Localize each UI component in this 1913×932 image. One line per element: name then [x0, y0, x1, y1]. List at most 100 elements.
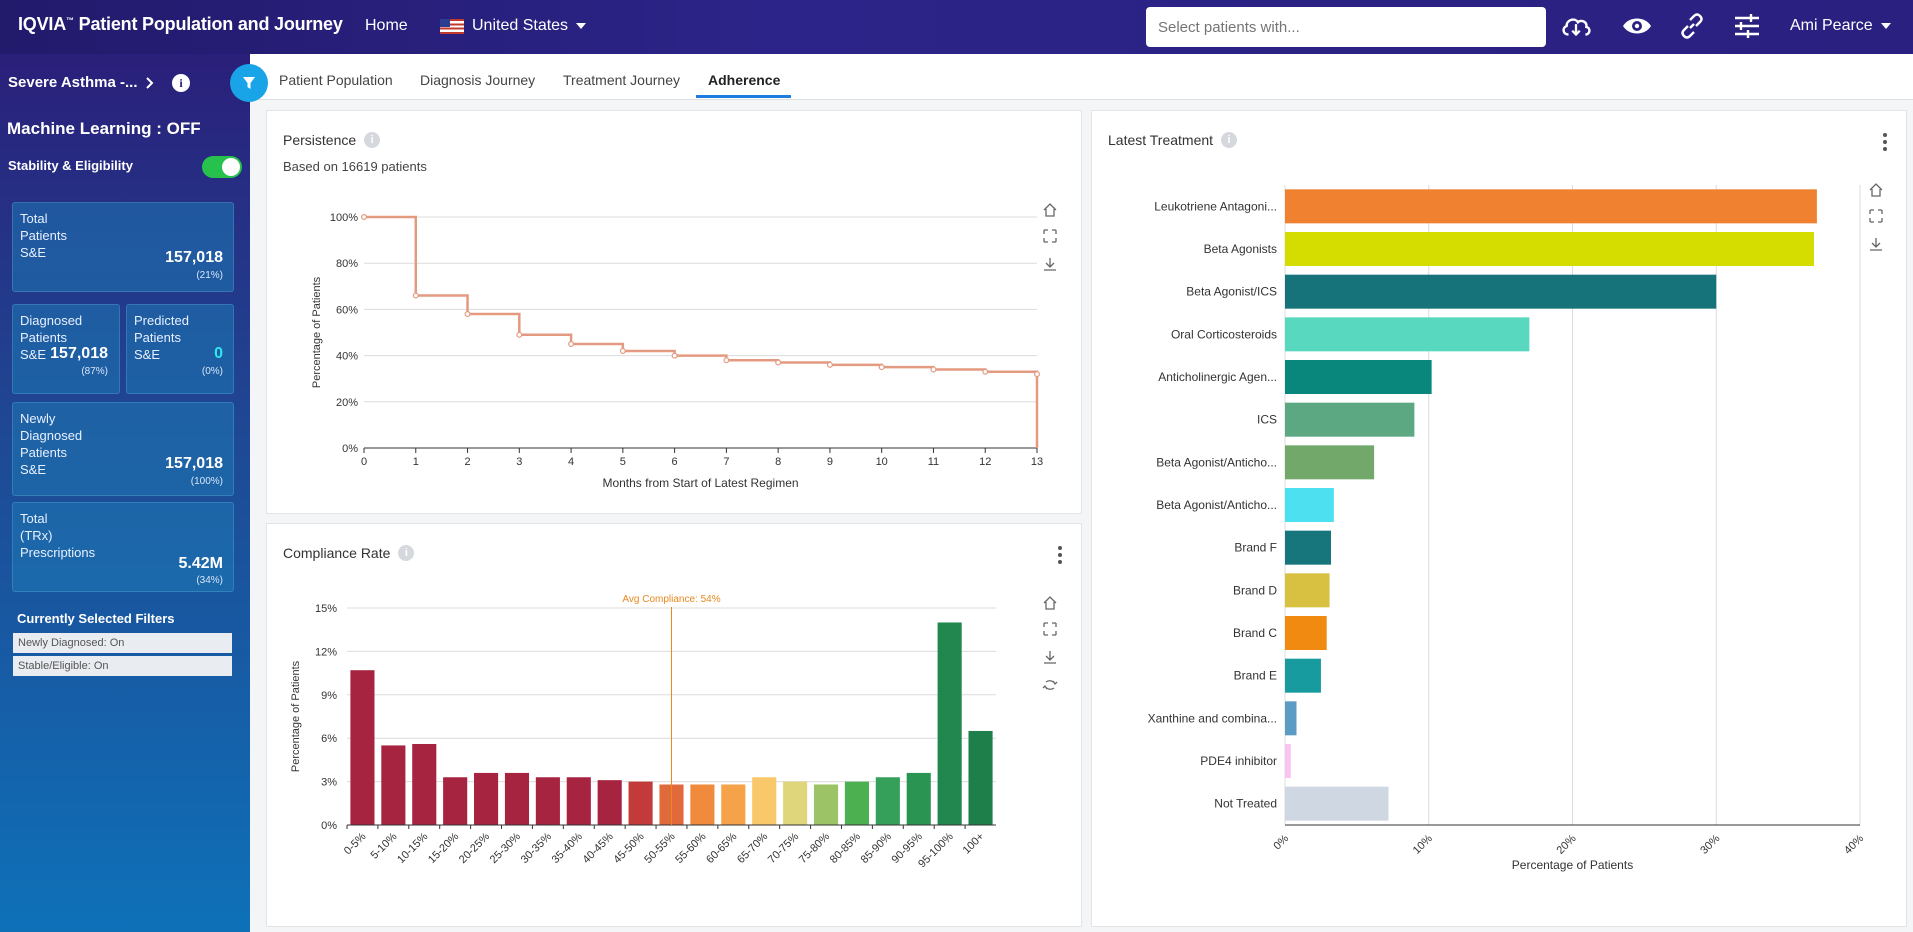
x-tick-label: 10%	[1411, 832, 1435, 856]
user-menu[interactable]: Ami Pearce	[1790, 17, 1891, 35]
y-tick-label: 100%	[330, 212, 358, 224]
info-icon[interactable]: i	[398, 545, 415, 561]
x-axis-label: Percentage of Patients	[1512, 858, 1633, 872]
eye-icon[interactable]	[1621, 12, 1653, 40]
cloud-download-icon[interactable]	[1560, 12, 1592, 40]
sliders-icon[interactable]	[1731, 12, 1763, 40]
bar	[752, 777, 777, 825]
card-value: 5.42M	[178, 555, 223, 572]
avg-compliance-label: Avg Compliance: 54%	[622, 594, 720, 605]
newly-diagnosed-card[interactable]: Newly Diagnosed Patients S&E 157,018 (10…	[12, 402, 234, 496]
data-point	[723, 357, 730, 364]
brand-trademark: ™	[66, 16, 74, 25]
bar	[844, 781, 869, 825]
card-percent: (100%)	[190, 476, 223, 487]
funnel-icon	[243, 77, 255, 89]
y-category-label: Beta Agonists	[1204, 242, 1277, 256]
y-tick-label: 0%	[321, 820, 337, 832]
tab-patient-population[interactable]: Patient Population	[279, 72, 393, 88]
diagnosed-patients-card[interactable]: Diagnosed Patients S&E 157,018 (87%)	[12, 304, 120, 394]
persistence-step-line	[364, 215, 1039, 448]
x-tick-label: 3	[516, 456, 522, 468]
total-prescriptions-card[interactable]: Total (TRx) Prescriptions 5.42M (34%)	[12, 502, 234, 592]
x-tick-label: 6	[672, 456, 678, 468]
tab-treatment-journey[interactable]: Treatment Journey	[563, 72, 680, 88]
bar	[968, 730, 993, 825]
x-tick-label: 5	[620, 456, 626, 468]
tab-diagnosis-journey[interactable]: Diagnosis Journey	[420, 72, 536, 88]
card-label: Diagnosed Patients S&E	[20, 313, 83, 362]
country-selector[interactable]: United States	[440, 17, 587, 35]
card-percent: (87%)	[81, 366, 108, 377]
download-icon[interactable]	[1044, 651, 1056, 664]
filter-chip[interactable]: Newly Diagnosed: On	[13, 633, 232, 653]
card-value: 0	[214, 345, 223, 362]
bar	[381, 745, 406, 825]
download-icon[interactable]	[1870, 238, 1882, 251]
bar	[504, 772, 530, 825]
stability-toggle[interactable]	[202, 156, 242, 178]
y-tick-label: 3%	[321, 777, 337, 789]
x-tick-label: 10-15%	[395, 830, 430, 865]
more-options-icon[interactable]	[1882, 133, 1888, 151]
card-percent: (34%)	[196, 575, 223, 586]
total-patients-card[interactable]: Total Patients S&E 157,018 (21%)	[12, 202, 234, 292]
x-tick-label: 13	[1031, 456, 1043, 468]
data-point	[826, 361, 833, 368]
home-icon[interactable]	[1043, 203, 1057, 217]
bar	[690, 784, 715, 825]
info-icon[interactable]: i	[172, 74, 190, 92]
persistence-panel: Persistence i Based on 16619 patients	[266, 110, 1082, 514]
cohort-selector[interactable]: Severe Asthma -...	[8, 74, 154, 91]
x-tick-label: 75-80%	[797, 830, 832, 865]
predicted-patients-card[interactable]: Predicted Patients S&E 0 (0%)	[126, 304, 234, 394]
data-point	[930, 366, 937, 373]
x-tick-label: 30%	[1698, 832, 1722, 856]
x-tick-label: 35-40%	[550, 830, 585, 865]
tab-adherence[interactable]: Adherence	[708, 72, 781, 88]
y-tick-label: 60%	[336, 304, 358, 316]
bar	[1285, 530, 1331, 565]
y-tick-label: 40%	[336, 351, 358, 363]
machine-learning-status: Machine Learning : OFF	[7, 119, 201, 138]
home-icon[interactable]	[1043, 596, 1057, 610]
home-link[interactable]: Home	[365, 17, 408, 34]
data-point	[878, 364, 885, 371]
data-point	[464, 311, 471, 318]
expand-icon[interactable]	[1869, 209, 1883, 223]
filter-chip[interactable]: Stable/Eligible: On	[13, 656, 232, 676]
y-tick-label: 20%	[336, 397, 358, 409]
y-category-label: Brand D	[1233, 583, 1277, 597]
x-tick-label: 11	[928, 456, 939, 468]
x-tick-label: 70-75%	[766, 830, 801, 865]
stability-label: Stability & Eligibility	[8, 158, 133, 173]
home-icon[interactable]	[1869, 183, 1883, 197]
download-icon[interactable]	[1044, 258, 1056, 271]
info-icon[interactable]: i	[364, 132, 381, 148]
search-input[interactable]	[1146, 7, 1546, 47]
x-tick-label: 65-70%	[735, 830, 770, 865]
expand-icon[interactable]	[1043, 622, 1057, 636]
bar	[1285, 360, 1432, 394]
x-tick-label: 1	[413, 456, 419, 468]
bar	[443, 777, 468, 825]
filter-button[interactable]	[230, 64, 268, 102]
card-value: 157,018	[165, 455, 223, 472]
link-icon[interactable]	[1676, 12, 1708, 40]
x-tick-label: 55-60%	[673, 830, 708, 865]
panel-title: Persistence i	[283, 132, 381, 148]
panel-title-text: Persistence	[283, 132, 357, 148]
card-label: Predicted Patients S&E	[134, 313, 189, 362]
app-brand[interactable]: IQVIA™ Patient Population and Journey	[18, 14, 343, 35]
more-options-icon[interactable]	[1057, 546, 1063, 564]
bar	[875, 777, 900, 825]
panel-title: Latest Treatment i	[1108, 132, 1238, 148]
bar	[597, 780, 622, 825]
bar	[813, 784, 839, 825]
x-tick-label: 40%	[1842, 832, 1866, 856]
y-category-label: Leukotriene Antagoni...	[1154, 199, 1277, 213]
info-icon[interactable]: i	[1221, 132, 1238, 148]
reset-icon[interactable]	[1042, 680, 1058, 690]
expand-icon[interactable]	[1043, 229, 1057, 243]
